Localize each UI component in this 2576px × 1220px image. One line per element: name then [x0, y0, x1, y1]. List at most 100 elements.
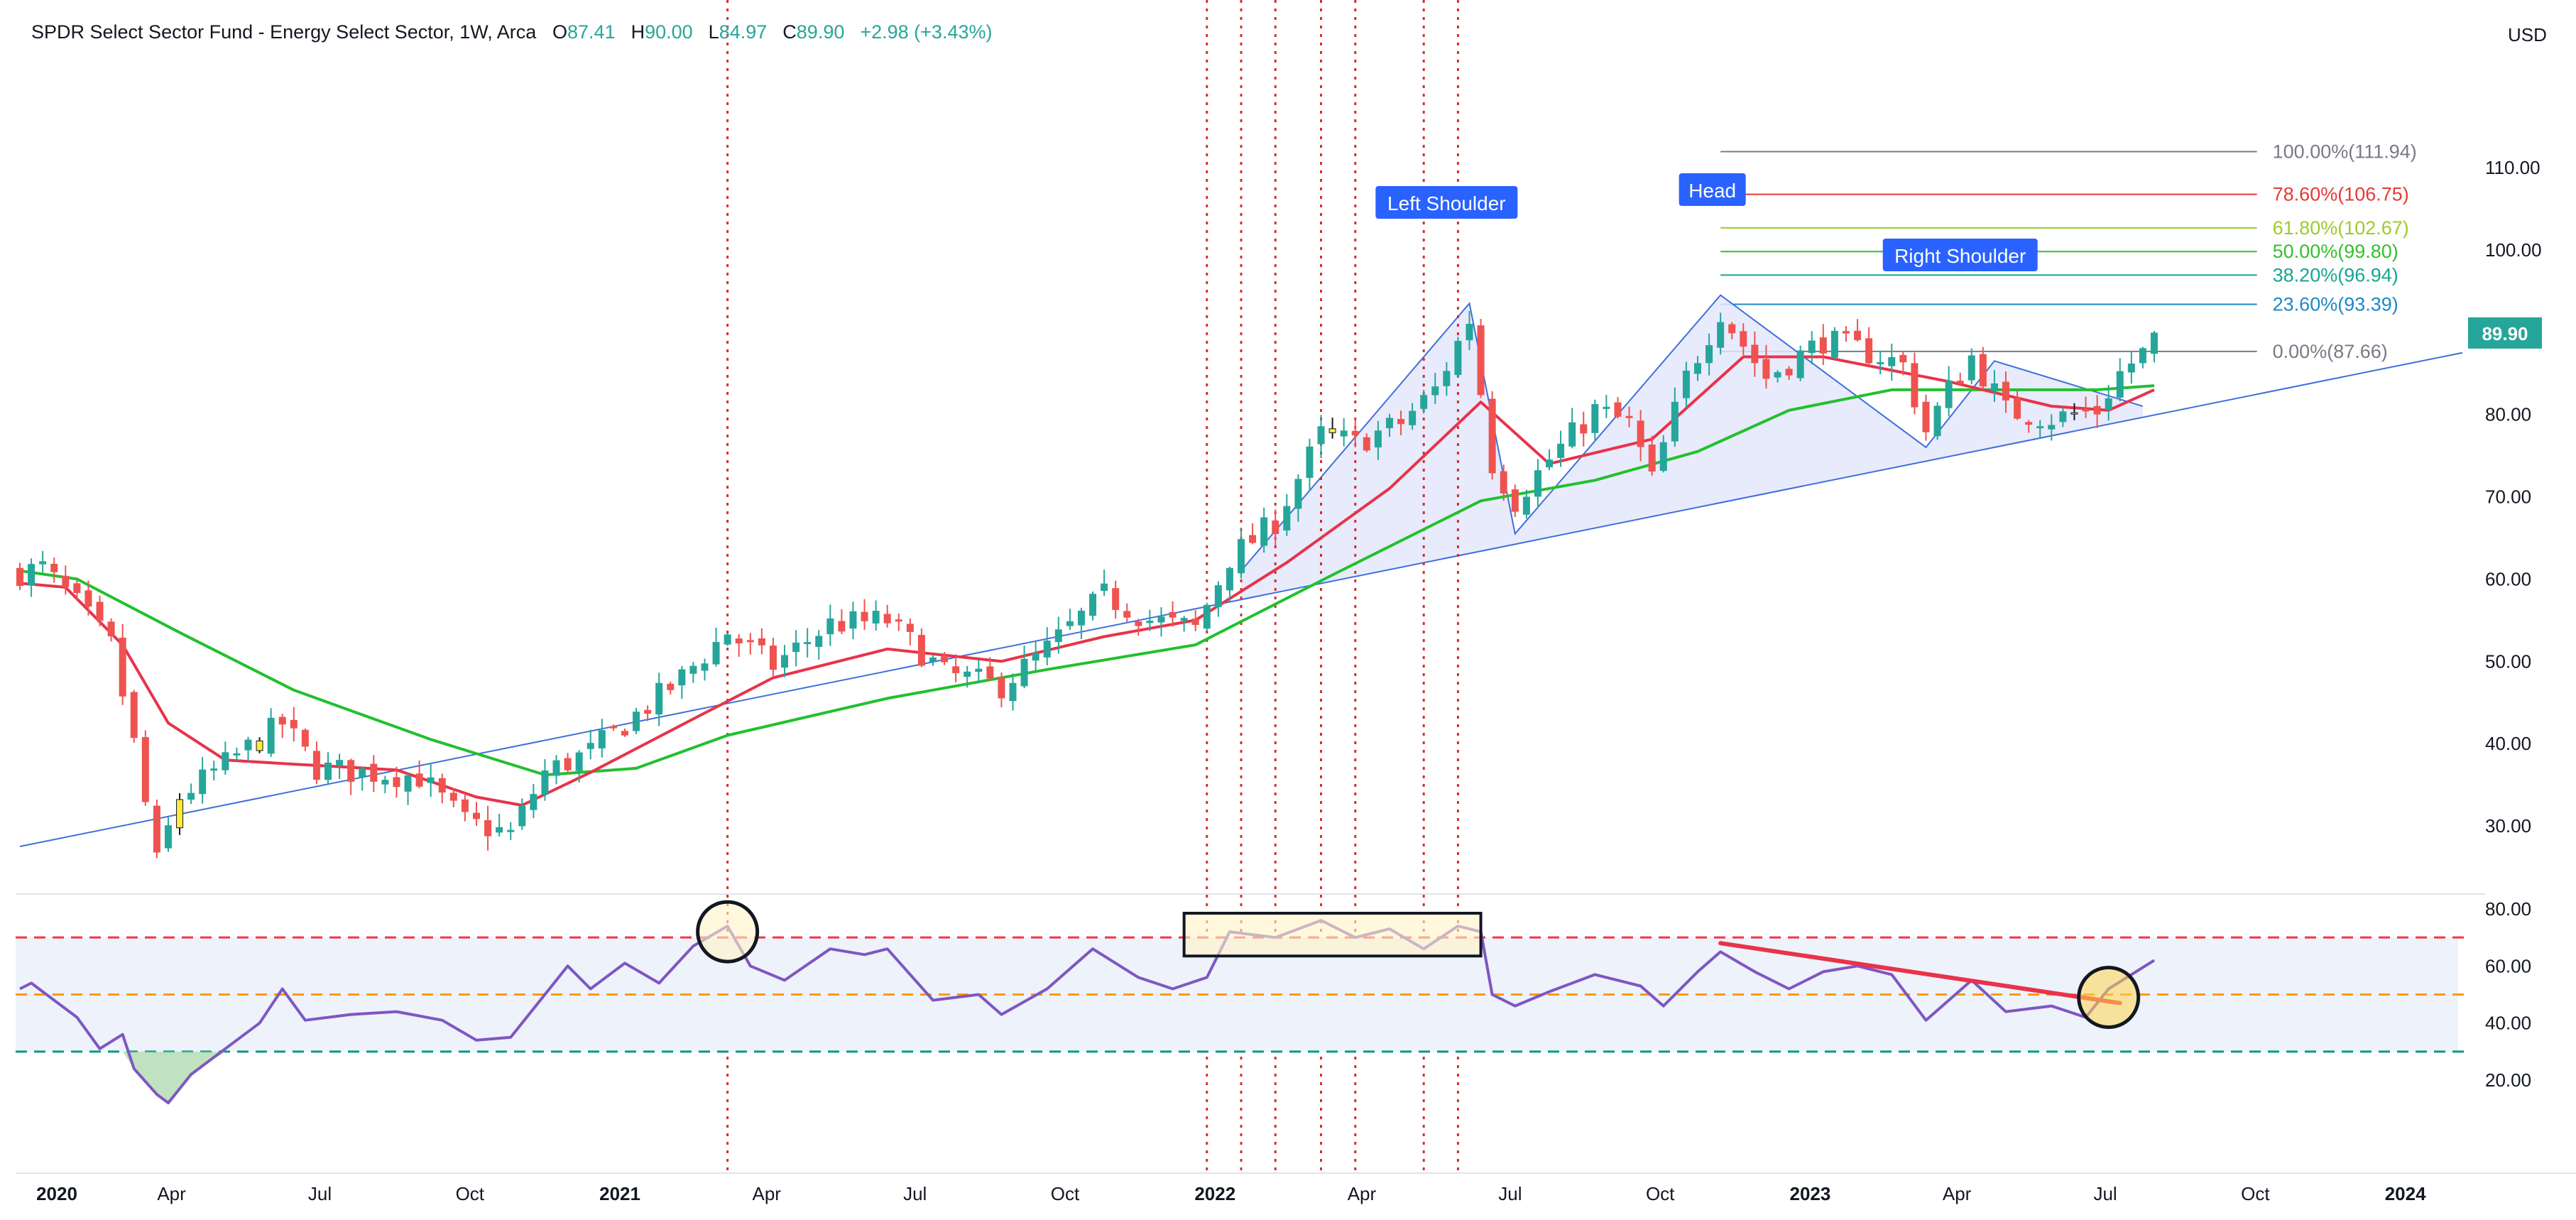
candle-body	[1534, 470, 1541, 497]
time-tick-label: Oct	[456, 1183, 485, 1204]
candle-body	[1557, 443, 1565, 458]
candle-body	[2105, 398, 2112, 410]
last-price-badge	[2468, 317, 2542, 349]
candle-body	[2150, 332, 2158, 354]
candle-body	[1101, 583, 1108, 592]
price-tick-label: 70.00	[2485, 486, 2531, 508]
candle-body	[2059, 411, 2067, 423]
price-tick-label: 30.00	[2485, 815, 2531, 837]
candle-body	[507, 829, 515, 832]
pattern-label-text: Right Shoulder	[1894, 245, 2026, 267]
candle-body	[917, 635, 925, 666]
candle-body	[1157, 616, 1165, 623]
candle-body	[233, 753, 241, 756]
fib-level-label: 61.80%(102.67)	[2273, 217, 2409, 239]
fib-level-label: 100.00%(111.94)	[2273, 141, 2417, 163]
candle-body	[1454, 341, 1462, 376]
candle-body	[1066, 621, 1074, 626]
candle-body	[1146, 621, 1154, 623]
candle-body	[1751, 344, 1759, 364]
candle-body	[1089, 594, 1097, 616]
price-tick-label: 100.00	[2485, 239, 2542, 261]
candle-body	[1420, 395, 1428, 409]
candle-body	[16, 567, 23, 587]
time-tick-label: Jul	[903, 1183, 927, 1204]
last-price-label: 89.90	[2482, 323, 2528, 344]
candle-body	[370, 763, 378, 782]
candle-body	[1180, 618, 1188, 621]
pattern-label-text: Head	[1688, 180, 1736, 202]
candle-body	[1899, 354, 1907, 363]
candle-body	[530, 794, 537, 810]
time-tick-label: 2022	[1194, 1183, 1235, 1204]
candle-body	[2014, 398, 2021, 419]
candle-body	[1728, 324, 1736, 334]
candle-body	[1796, 350, 1804, 378]
candle-body	[1774, 372, 1781, 378]
candle-body	[1854, 330, 1862, 340]
candle-body	[2127, 363, 2135, 373]
candle-body	[609, 726, 617, 729]
candle-body	[1397, 418, 1405, 425]
candle-body	[301, 729, 309, 747]
head-shoulders-line	[1240, 294, 2144, 572]
candle-body	[1260, 517, 1268, 546]
candle-body	[541, 770, 549, 795]
time-tick-label: 2020	[36, 1183, 77, 1204]
legend-title: SPDR Select Sector Fund - Energy Select …	[31, 21, 537, 43]
candle-body	[952, 666, 960, 673]
pattern-label-badge	[1882, 239, 2038, 271]
time-tick-label: Apr	[753, 1183, 782, 1204]
rsi-tick-label: 80.00	[2485, 898, 2531, 920]
candle-body	[1054, 629, 1062, 643]
candle-body	[518, 806, 526, 827]
candle-body	[1477, 325, 1485, 396]
candle-body	[1990, 383, 1998, 391]
candle-body	[96, 601, 104, 621]
rsi-trendline	[1718, 941, 2122, 1006]
head-shoulders-fill	[1241, 295, 2143, 600]
candle-body	[861, 611, 868, 621]
time-tick-label: Jul	[1498, 1183, 1522, 1204]
candle-body	[1214, 585, 1222, 607]
fib-level-label: 38.20%(96.94)	[2273, 264, 2398, 285]
candle-body	[449, 793, 457, 801]
candle-body	[689, 665, 697, 674]
candle-body	[1043, 641, 1051, 658]
candle-body	[1272, 521, 1279, 535]
candle-body	[815, 636, 823, 647]
candle-body	[1717, 322, 1725, 348]
currency-label[interactable]: USD	[2508, 24, 2547, 45]
candle-body	[644, 709, 652, 714]
candle-body	[781, 655, 789, 668]
price-pane[interactable]: 100.00%(111.94) 78.60%(106.75) 61.80%(102.…	[16, 0, 2463, 1172]
candle-body	[1191, 619, 1199, 625]
candle-body	[2036, 426, 2044, 429]
candle-body	[1009, 682, 1017, 702]
candle-body	[1466, 324, 1473, 341]
fib-level-label: 50.00%(99.80)	[2273, 241, 2398, 262]
candle-body	[1385, 418, 1393, 428]
axes: 110.00100.0090.0080.0070.0060.0050.0040.…	[16, 157, 2576, 1204]
candle-body	[347, 760, 355, 782]
candle-body	[667, 683, 675, 690]
ema-slow-line	[19, 384, 2155, 777]
candle-body	[2082, 409, 2090, 412]
price-tick-label: 60.00	[2485, 568, 2531, 589]
candle-body	[1956, 381, 1964, 383]
candle-body	[324, 762, 332, 780]
fib-level-label: 23.60%(93.39)	[2273, 293, 2398, 315]
price-tick-label: 110.00	[2485, 157, 2540, 178]
time-tick-label: 2021	[599, 1183, 640, 1204]
candle-body	[438, 778, 446, 793]
candle-body	[1249, 535, 1257, 543]
candle-body	[50, 563, 58, 572]
rsi-pane[interactable]	[16, 900, 2465, 1105]
candle-body	[1671, 401, 1679, 442]
candle-body	[712, 642, 720, 665]
candle-body	[758, 638, 765, 646]
candle-body	[199, 769, 207, 795]
candle-body	[678, 669, 686, 686]
time-tick-label: Oct	[1646, 1183, 1675, 1204]
